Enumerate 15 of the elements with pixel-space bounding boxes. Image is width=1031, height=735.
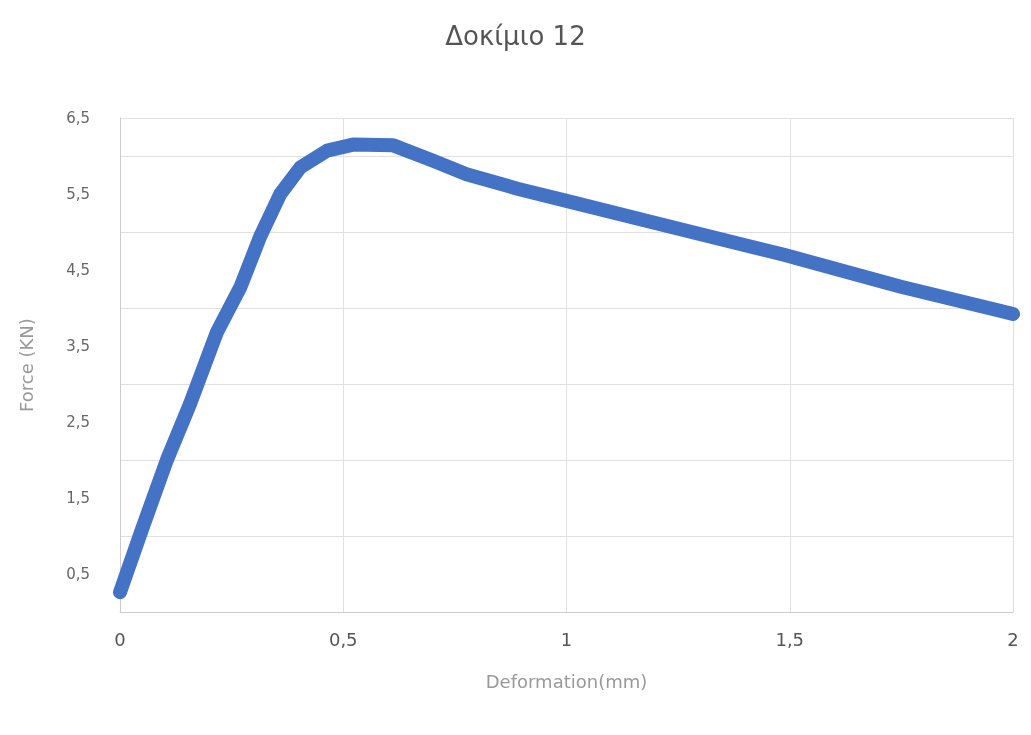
chart-title: Δοκίμιο 12 (445, 21, 586, 51)
y-tick-label: 6,5 (66, 109, 90, 127)
y-tick-label: 0,5 (66, 565, 90, 583)
y-tick-label: 5,5 (66, 185, 90, 203)
x-axis-title: Deformation(mm) (485, 670, 648, 692)
x-tick-label: 0 (114, 628, 126, 650)
y-tick-label: 1,5 (66, 489, 90, 507)
y-tick-label: 2,5 (66, 413, 90, 431)
y-axis-title: Force (KN) (15, 318, 37, 412)
y-tick-label: 3,5 (66, 337, 90, 355)
x-tick-label: 2 (1007, 628, 1019, 650)
x-tick-label: 1 (560, 628, 573, 650)
x-tick-label: 1,5 (775, 628, 805, 650)
y-tick-label: 4,5 (66, 261, 90, 279)
x-tick-label: 0,5 (328, 628, 358, 650)
